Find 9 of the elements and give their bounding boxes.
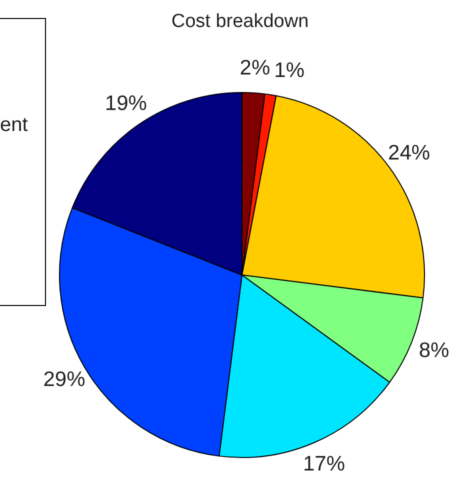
data-label: 24%: [388, 141, 430, 164]
chart-title: Cost breakdown: [171, 11, 309, 32]
data-label: 17%: [302, 452, 346, 476]
data-label: 19%: [104, 92, 147, 116]
data-label: 29%: [43, 368, 86, 391]
data-label: 1%: [274, 58, 304, 82]
text: ent: [0, 114, 28, 137]
data-label: 8%: [418, 338, 450, 362]
data-label: 2%: [240, 56, 270, 80]
